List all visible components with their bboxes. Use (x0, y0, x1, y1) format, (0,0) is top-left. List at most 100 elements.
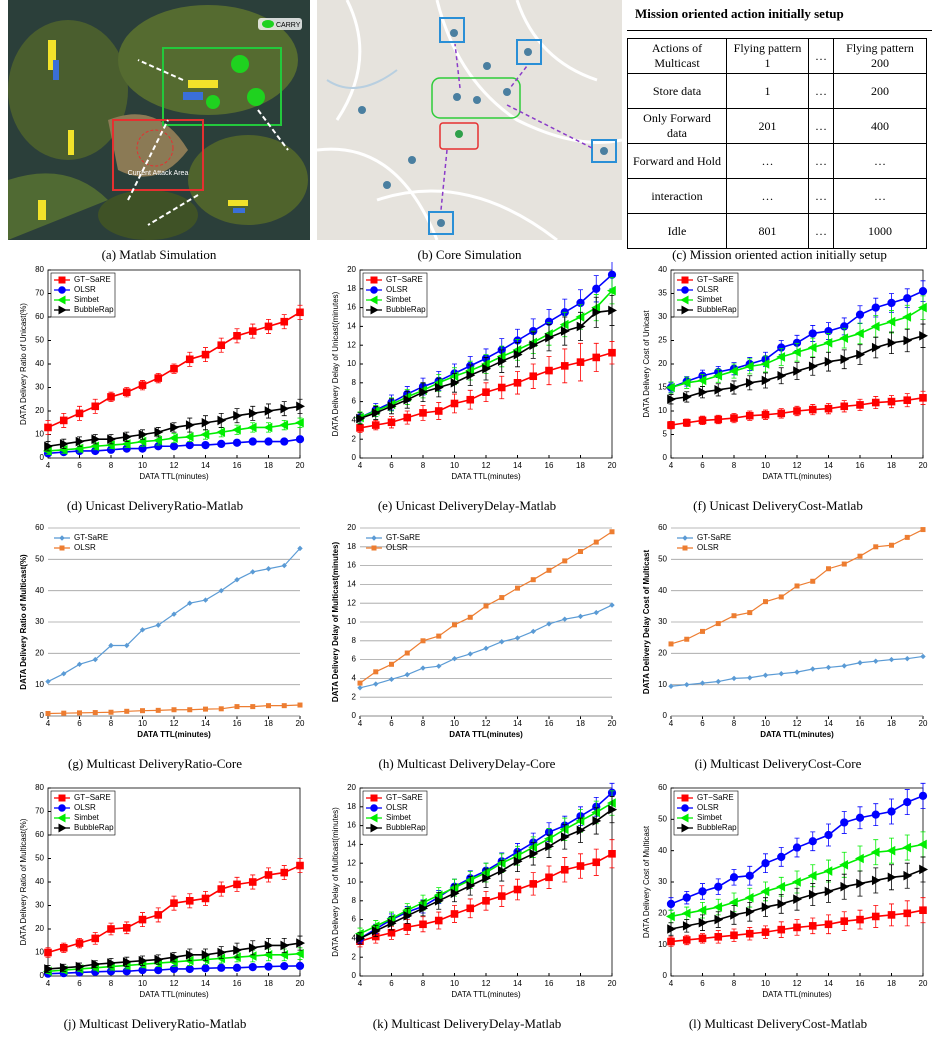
marker (682, 805, 689, 812)
y-tick-label: 50 (35, 554, 44, 563)
marker (188, 708, 192, 712)
y-tick-label: 8 (352, 378, 357, 387)
marker (281, 963, 288, 970)
y-tick-label: 16 (347, 561, 356, 570)
chart-svg: 0102030405060468101214161820DATA TTL(min… (623, 520, 933, 752)
y-tick-label: 0 (352, 971, 357, 980)
x-tick-label: 16 (233, 719, 242, 728)
marker (762, 860, 769, 867)
marker (547, 622, 551, 626)
marker (516, 636, 520, 640)
marker (296, 436, 303, 443)
y-tick-label: 0 (663, 711, 668, 720)
x-tick-label: 8 (421, 461, 426, 470)
marker (76, 940, 83, 947)
x-tick-label: 10 (761, 719, 770, 728)
x-tick-label: 12 (793, 461, 802, 470)
x-tick-label: 20 (919, 461, 928, 470)
x-tick-label: 14 (824, 979, 833, 988)
y-tick-label: 12 (347, 340, 356, 349)
marker (685, 683, 689, 687)
x-tick-label: 6 (700, 719, 705, 728)
marker (249, 438, 256, 445)
cell: interaction (628, 179, 727, 214)
marker (186, 965, 193, 972)
marker (809, 330, 816, 337)
marker (390, 662, 394, 666)
marker (779, 672, 783, 676)
marker (827, 567, 831, 571)
marker (202, 351, 209, 358)
x-tick-label: 14 (201, 719, 210, 728)
y-tick-label: 35 (658, 289, 667, 298)
series (357, 840, 616, 947)
marker (699, 417, 706, 424)
x-tick-label: 4 (358, 461, 363, 470)
marker (609, 851, 616, 858)
marker (186, 898, 193, 905)
caption: (b) Core Simulation (317, 247, 622, 263)
marker (795, 670, 799, 674)
marker (296, 962, 303, 969)
y-axis-label: DATA Delivery Ratio of Unicast(%) (19, 303, 28, 425)
legend-label: BubbleRap (386, 823, 426, 832)
x-tick-label: 20 (296, 979, 305, 988)
marker (156, 708, 160, 712)
x-tick-label: 10 (138, 979, 147, 988)
y-tick-label: 0 (40, 453, 45, 462)
legend-label: Simbet (697, 813, 723, 822)
marker (682, 795, 688, 801)
y-axis-label: DATA Delivery Cost of Multicast (642, 825, 651, 938)
cell: … (809, 214, 834, 249)
marker (202, 895, 209, 902)
cell: 201 (727, 109, 809, 144)
x-tick-label: 16 (545, 461, 554, 470)
x-tick-label: 12 (482, 461, 491, 470)
marker (530, 881, 537, 888)
marker (281, 318, 288, 325)
marker (45, 424, 52, 431)
marker (171, 900, 178, 907)
marker (593, 285, 600, 292)
y-tick-label: 20 (347, 265, 356, 274)
marker (500, 640, 504, 644)
marker (732, 676, 736, 680)
y-tick-label: 10 (347, 877, 356, 886)
cell: Forward and Hold (628, 144, 727, 179)
marker (888, 299, 895, 306)
marker (825, 831, 832, 838)
marker (746, 930, 753, 937)
y-tick-label: 25 (658, 336, 667, 345)
y-tick-label: 80 (35, 783, 44, 792)
x-tick-label: 16 (545, 719, 554, 728)
marker (594, 611, 598, 615)
x-tick-label: 6 (389, 461, 394, 470)
marker (123, 925, 130, 932)
x-tick-label: 16 (233, 461, 242, 470)
y-axis-label: DATA Delivery Delay of Multicast(minutes… (331, 542, 340, 703)
x-tick-label: 14 (824, 719, 833, 728)
marker (685, 637, 689, 641)
x-axis-label: DATA TTL(minutes) (762, 990, 832, 999)
marker (811, 667, 815, 671)
x-tick-label: 4 (669, 719, 674, 728)
y-axis-label: DATA Delivery Ratio of Multicast(%) (19, 554, 28, 690)
marker (872, 913, 879, 920)
table-row: Forward and Hold……… (628, 144, 927, 179)
marker (219, 707, 223, 711)
x-tick-label: 12 (170, 979, 179, 988)
x-tick-label: 16 (856, 461, 865, 470)
marker (109, 710, 113, 714)
marker (905, 535, 909, 539)
legend-label: OLSR (386, 285, 408, 294)
marker (825, 921, 832, 928)
x-tick-label: 8 (109, 461, 114, 470)
marker (715, 416, 722, 423)
legend-label: GT−SaRE (386, 275, 423, 284)
marker (904, 295, 911, 302)
x-tick-label: 18 (576, 979, 585, 988)
marker (218, 440, 225, 447)
marker (204, 707, 208, 711)
marker (919, 792, 926, 799)
x-tick-label: 10 (761, 979, 770, 988)
